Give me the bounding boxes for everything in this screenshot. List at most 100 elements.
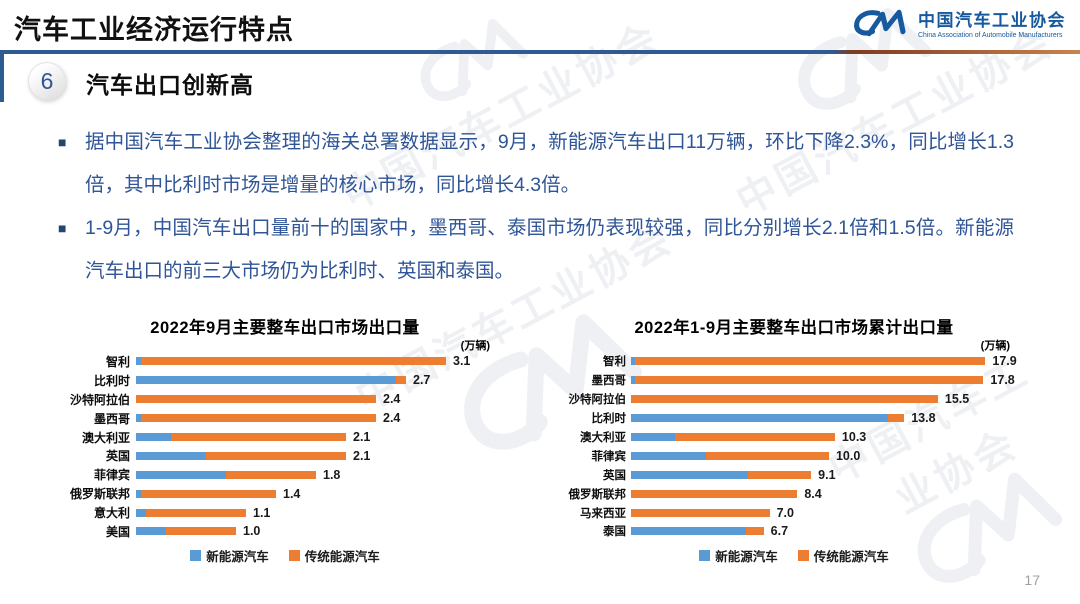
- traditional-bar-segment: [888, 414, 905, 423]
- nev-bar-segment: [631, 451, 707, 460]
- bar-value-label: 2.1: [353, 430, 371, 444]
- chart-row: 墨西哥 2.4: [60, 409, 510, 428]
- chart-legend: 新能源汽车 传统能源汽车: [60, 546, 510, 565]
- category-label: 比利时: [591, 413, 627, 426]
- traditional-bar-segment: [146, 508, 246, 517]
- bar-value-label: 2.1: [353, 448, 371, 463]
- page-number: 17: [1024, 572, 1040, 588]
- cam-logo-watermark-icon: [420, 19, 528, 101]
- bullet-list: ■ 据中国汽车工业协会整理的海关总署数据显示，9月，新能源汽车出口11万辆，环比下…: [58, 121, 1014, 293]
- chart-legend: 新能源汽车 传统能源汽车: [563, 546, 1025, 565]
- bullet-item: ■ 据中国汽车工业协会整理的海关总署数据显示，9月，新能源汽车出口11万辆，环比下…: [58, 121, 1014, 207]
- category-label: 菲律宾: [93, 468, 130, 483]
- bar-value-label: 10.0: [835, 448, 861, 463]
- nev-bar-segment: [631, 527, 746, 536]
- chart-unit-label: (万辆): [980, 340, 1010, 352]
- nev-bar-segment: [631, 357, 635, 366]
- legend-item: 传统能源汽车: [797, 546, 889, 565]
- traditional-bar-segment: [706, 451, 829, 460]
- bar-value-label: 1.1: [253, 505, 271, 520]
- bullet-square-icon: ■: [58, 134, 67, 150]
- category-label: 马来西亚: [580, 507, 626, 520]
- bar-value-label: 1.0: [243, 524, 261, 539]
- bar-track: [136, 470, 316, 479]
- bar-track: [136, 357, 446, 366]
- category-label: 墨西哥: [591, 375, 627, 388]
- bar-track: [631, 527, 764, 536]
- nev-bar-segment: [136, 470, 226, 479]
- chart-row: 澳大利亚 10.3: [563, 428, 1025, 447]
- bar-track: [136, 433, 346, 441]
- nev-bar-segment: [631, 433, 675, 441]
- legend-label: 传统能源汽车: [304, 550, 380, 564]
- section-number-badge: 6: [28, 62, 66, 100]
- traditional-bar-segment: [747, 470, 812, 479]
- category-label: 意大利: [93, 506, 130, 521]
- chart-unit-label: (万辆): [460, 340, 490, 352]
- bar-value-label: 2.4: [383, 392, 401, 407]
- legend-swatch-icon: [699, 550, 711, 561]
- bar-track: [631, 470, 812, 479]
- category-label: 英国: [603, 469, 626, 482]
- chart-row: 俄罗斯联邦 1.4: [60, 484, 510, 503]
- left-accent-bar: [0, 54, 4, 102]
- traditional-bar-segment: [141, 414, 376, 423]
- bar-value-label: 1.8: [323, 467, 341, 482]
- category-label: 智利: [105, 354, 130, 369]
- header-divider: [0, 50, 1080, 54]
- chart-september-exports: 2022年9月主要整车出口市场出口量 (万辆) 智利 3.1 比利时 2.7 沙特阿拉伯…: [60, 306, 510, 572]
- category-label: 澳大利亚: [81, 430, 130, 445]
- cam-logo: 中国汽车工业协会 China Association of Automobile…: [853, 6, 1066, 39]
- traditional-bar-segment: [631, 489, 798, 498]
- traditional-bar-segment: [136, 395, 376, 404]
- category-label: 智利: [603, 356, 626, 369]
- bar-value-label: 17.9: [992, 354, 1017, 369]
- chart-row: 菲律宾 1.8: [60, 465, 510, 484]
- category-label: 英国: [105, 449, 130, 464]
- traditional-bar-segment: [171, 433, 346, 441]
- bar-value-label: 17.8: [990, 373, 1015, 388]
- chart-title: 2022年1-9月主要整车出口市场累计出口量: [634, 319, 954, 337]
- traditional-bar-segment: [141, 489, 276, 498]
- bar-value-label: 9.1: [818, 467, 836, 482]
- chart-row: 墨西哥 17.8: [563, 371, 1025, 390]
- chart-rows: 智利 3.1 比利时 2.7 沙特阿拉伯 2.4 墨西哥 2.4 澳大利亚 2.1 英国 2.1 菲律宾…: [60, 352, 510, 541]
- bar-track: [631, 508, 770, 517]
- chart-row: 智利 17.9: [563, 352, 1025, 371]
- chart-row: 英国 2.1: [60, 446, 510, 465]
- bar-track: [631, 414, 905, 423]
- category-label: 美国: [105, 524, 130, 539]
- legend-item: 新能源汽车: [699, 546, 778, 565]
- nev-bar-segment: [136, 489, 141, 498]
- chart-row: 美国 1.0: [60, 522, 510, 541]
- legend-item: 新能源汽车: [190, 546, 269, 565]
- nev-bar-segment: [136, 376, 396, 385]
- bullet-text: 1-9月，中国汽车出口量前十的国家中，墨西哥、泰国市场仍表现较强，同比分别增长2…: [85, 217, 1014, 282]
- bar-track: [136, 451, 346, 460]
- nev-bar-segment: [631, 470, 748, 479]
- bar-value-label: 15.5: [944, 392, 970, 407]
- bullet-item: ■ 1-9月，中国汽车出口量前十的国家中，墨西哥、泰国市场仍表现较强，同比分别增长…: [58, 207, 1014, 293]
- bar-track: [631, 357, 986, 366]
- chart-rows: 智利 17.9 墨西哥 17.8 沙特阿拉伯 15.5 比利时 13.8 澳大利亚 10.3 菲律宾…: [563, 352, 1025, 541]
- chart-row: 英国 9.1: [563, 465, 1025, 484]
- legend-swatch-icon: [797, 550, 809, 561]
- bar-value-label: 1.4: [283, 486, 301, 501]
- bar-value-label: 8.4: [804, 486, 822, 501]
- bar-track: [136, 414, 376, 423]
- bullet-square-icon: ■: [58, 220, 67, 236]
- bar-track: [136, 395, 376, 404]
- bar-track: [136, 376, 406, 385]
- bullet-text: 据中国汽车工业协会整理的海关总署数据显示，9月，新能源汽车出口11万辆，环比下降…: [85, 131, 1014, 196]
- nev-bar-segment: [631, 414, 889, 423]
- chart-row: 智利 3.1: [60, 352, 510, 371]
- category-label: 比利时: [93, 373, 130, 388]
- nev-bar-segment: [136, 357, 141, 366]
- bar-value-label: 7.0: [776, 505, 794, 520]
- chart-jan-sep-cumulative-exports: 2022年1-9月主要整车出口市场累计出口量 (万辆) 智利 17.9 墨西哥 17.…: [563, 306, 1025, 572]
- nev-bar-segment: [136, 451, 206, 460]
- legend-label: 新能源汽车: [206, 550, 269, 564]
- bar-value-label: 10.3: [841, 430, 867, 444]
- category-label: 菲律宾: [591, 450, 627, 463]
- category-label: 泰国: [603, 526, 626, 539]
